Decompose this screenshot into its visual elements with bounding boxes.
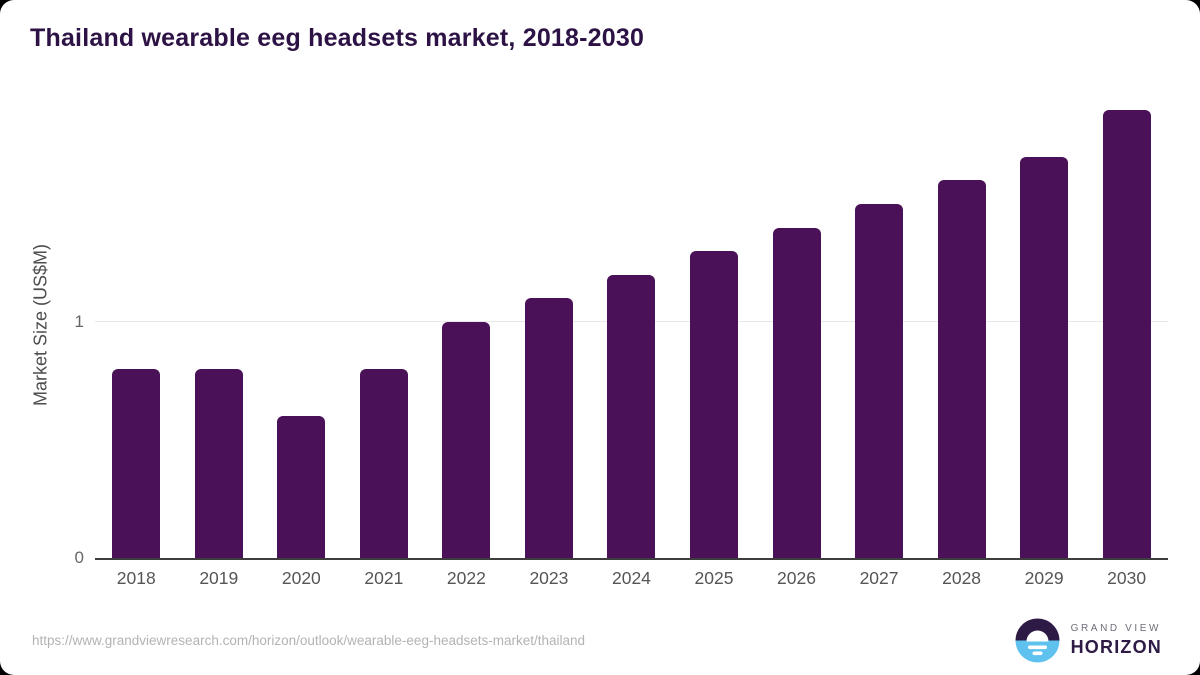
x-axis-label: 2024	[611, 568, 651, 588]
x-axis-label: 2030	[1107, 568, 1147, 588]
logo-text-horizon: HORIZON	[1070, 637, 1162, 657]
bar-slot	[755, 90, 838, 558]
x-axis-labels: 2018 2019 2020 2021 2022 2023 2024 2025 2026 2027…	[95, 568, 1168, 589]
bar-slot	[1085, 90, 1168, 558]
bar-slot	[673, 90, 756, 558]
bar-2029	[1020, 157, 1069, 558]
bar-2027	[855, 204, 904, 558]
bars-container	[95, 90, 1168, 558]
bar-slot	[838, 90, 921, 558]
bar-2022	[442, 322, 491, 558]
x-axis-label: 2028	[942, 568, 982, 588]
x-axis-label: 2027	[859, 568, 899, 588]
bar-2020	[277, 416, 326, 558]
bar-2021	[359, 369, 408, 558]
bar-2030	[1102, 110, 1151, 558]
x-axis-label: 2021	[364, 568, 404, 588]
bar-slot	[95, 90, 178, 558]
bar-slot	[508, 90, 591, 558]
y-axis-title: Market Size (US$M)	[30, 243, 51, 407]
x-axis-label: 2020	[281, 568, 321, 588]
bar-2019	[194, 369, 243, 558]
bar-slot	[425, 90, 508, 558]
bar-slot	[590, 90, 673, 558]
x-axis-label: 2026	[777, 568, 816, 588]
bar-slot	[178, 90, 261, 558]
bar-slot	[920, 90, 1003, 558]
x-axis-label: 2023	[529, 568, 569, 588]
x-axis-label: 2025	[694, 568, 734, 588]
y-axis-tick-label: 1	[74, 312, 84, 331]
chart-title: Thailand wearable eeg headsets market, 2…	[30, 24, 645, 52]
y-axis-tick-label: 0	[74, 548, 84, 567]
brand-logo: GRAND VIEW HORIZON	[1015, 618, 1162, 663]
bar-slot	[343, 90, 426, 558]
bar-slot	[260, 90, 343, 558]
bar-2026	[772, 228, 821, 558]
grand-view-horizon-logo-icon	[1015, 618, 1060, 663]
x-axis-label: 2019	[199, 568, 239, 588]
bar-slot	[1003, 90, 1086, 558]
x-axis-label: 2018	[116, 568, 156, 588]
bar-2023	[524, 298, 573, 558]
plot-area	[95, 90, 1168, 560]
bar-2024	[607, 275, 656, 558]
bar-2018	[112, 369, 161, 558]
source-url: https://www.grandviewresearch.com/horizo…	[32, 633, 586, 648]
bar-2028	[937, 180, 986, 558]
x-axis-label: 2022	[446, 568, 486, 588]
logo-text-grand-view: GRAND VIEW	[1070, 623, 1162, 634]
bar-2025	[689, 251, 738, 558]
x-axis-label: 2029	[1024, 568, 1064, 588]
